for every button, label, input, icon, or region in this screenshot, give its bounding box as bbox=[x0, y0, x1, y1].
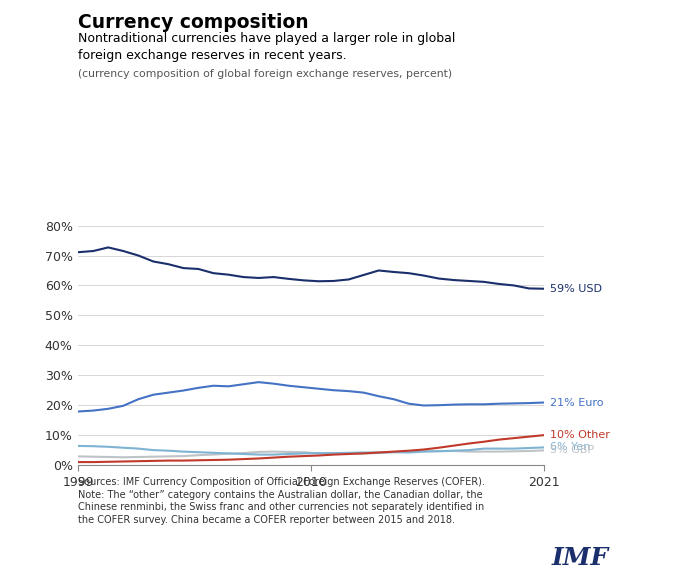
Text: (currency composition of global foreign exchange reserves, percent): (currency composition of global foreign … bbox=[78, 69, 452, 79]
Text: IMF: IMF bbox=[551, 546, 609, 570]
Text: 5% GBP: 5% GBP bbox=[550, 445, 594, 455]
Text: 21% Euro: 21% Euro bbox=[550, 397, 604, 408]
Text: 6% Yen: 6% Yen bbox=[550, 442, 591, 452]
Text: Nontraditional currencies have played a larger role in global
foreign exchange r: Nontraditional currencies have played a … bbox=[78, 32, 456, 61]
Text: Sources: IMF Currency Composition of Official Foreign Exchange Reserves (COFER).: Sources: IMF Currency Composition of Off… bbox=[78, 477, 485, 525]
Text: 10% Other: 10% Other bbox=[550, 430, 610, 440]
Text: 59% USD: 59% USD bbox=[550, 284, 602, 294]
Text: Currency composition: Currency composition bbox=[78, 13, 309, 32]
